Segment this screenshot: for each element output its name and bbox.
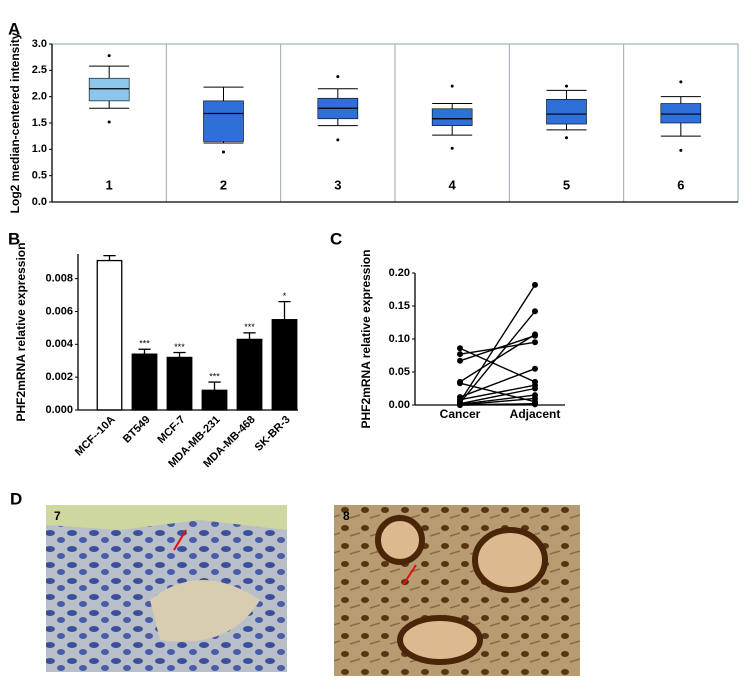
outlier	[679, 80, 683, 84]
stroma-region	[150, 580, 260, 642]
significance: ***	[174, 342, 185, 352]
x-tick-label: 5	[563, 177, 570, 192]
y-axis-label: PHF2mRNA relative expression	[14, 243, 28, 422]
point	[457, 351, 463, 358]
outlier	[450, 146, 454, 150]
significance: *	[283, 291, 287, 301]
pair-line	[459, 387, 536, 405]
y-tick-label: 0.008	[45, 273, 73, 285]
bar	[96, 259, 123, 411]
box	[546, 99, 587, 125]
y-axis-label: PHF2mRNA relative expression	[359, 250, 373, 429]
y-tick-label: 1.0	[32, 143, 47, 155]
box	[203, 100, 244, 142]
gland	[375, 515, 425, 565]
x-tick-label: 2	[220, 177, 227, 192]
panel-label: A	[8, 19, 20, 38]
x-tick-label: MCF--10A	[73, 414, 118, 459]
point	[457, 357, 463, 364]
x-tick-label: 1	[106, 177, 113, 192]
x-tick-label: MCF-7	[155, 414, 187, 446]
panel-label: D	[10, 489, 22, 508]
bar	[201, 389, 228, 411]
x-tick-label: BT549	[121, 414, 153, 446]
x-tick-label: 4	[449, 177, 457, 192]
bar	[271, 319, 298, 411]
box	[660, 103, 702, 124]
y-tick-label: 0.10	[389, 333, 410, 345]
point	[532, 365, 538, 372]
histology-image	[46, 505, 287, 672]
significance: ***	[244, 322, 255, 332]
pair-line	[459, 397, 536, 406]
x-tick-label: Cancer	[440, 407, 481, 421]
point	[532, 401, 538, 408]
image-label: 8	[343, 509, 350, 523]
outlier	[565, 136, 568, 140]
x-tick-label: SK-BR-3	[253, 414, 293, 454]
box	[431, 108, 473, 126]
pair-line	[459, 368, 536, 398]
outlier	[450, 84, 454, 88]
arrow	[402, 564, 417, 586]
y-axis-label: Log2 median-centered intensity	[8, 32, 22, 213]
point	[457, 345, 463, 352]
y-tick-label: 0.20	[389, 267, 410, 279]
pair-line	[459, 310, 536, 404]
panel-d-images: 7 8 D	[10, 489, 580, 676]
pair-line	[459, 384, 536, 401]
y-tick-label: 0.006	[45, 305, 73, 317]
point	[532, 308, 538, 315]
significance: ***	[139, 339, 150, 349]
y-tick-label: 0.002	[45, 371, 73, 383]
y-tick-label: 2.5	[32, 64, 47, 76]
pair-line	[459, 284, 536, 403]
point	[457, 380, 463, 387]
y-tick-label: 0.00	[389, 399, 410, 411]
y-tick-label: 1.5	[32, 117, 47, 129]
gland	[472, 527, 548, 593]
significance: ***	[209, 371, 220, 381]
image-label: 7	[54, 509, 61, 523]
outlier	[336, 75, 340, 79]
outlier	[222, 150, 225, 154]
y-tick-label: 0.0	[32, 196, 47, 208]
outlier	[336, 138, 340, 142]
pair-line	[459, 335, 536, 362]
y-tick-label: 0.004	[45, 338, 73, 350]
outlier	[107, 54, 111, 58]
x-tick-label: Adjacent	[510, 407, 561, 421]
y-tick-label: 3.0	[32, 38, 47, 50]
outlier	[565, 84, 568, 88]
point	[532, 281, 538, 288]
y-tick-label: 0.15	[389, 300, 410, 312]
panel-label: B	[8, 229, 20, 248]
box	[88, 77, 130, 102]
outlier	[107, 120, 111, 124]
point	[532, 385, 538, 392]
stroma-region	[46, 505, 287, 530]
pair-line	[459, 347, 536, 383]
bar	[131, 353, 158, 411]
bar	[236, 338, 263, 411]
x-tick-label: 3	[334, 177, 341, 192]
panel-label: C	[330, 229, 342, 248]
y-tick-label: 0.5	[32, 170, 47, 182]
gland	[397, 615, 483, 665]
point	[532, 331, 538, 338]
y-tick-label: 0.000	[45, 404, 73, 416]
outlier	[679, 148, 683, 152]
y-tick-label: 0.05	[389, 366, 410, 378]
pair-line	[459, 394, 536, 406]
y-tick-label: 2.0	[32, 91, 47, 103]
bar	[166, 356, 193, 411]
point	[532, 395, 538, 402]
arrow	[173, 529, 187, 551]
x-tick-label: 6	[677, 177, 684, 192]
point	[532, 339, 538, 346]
